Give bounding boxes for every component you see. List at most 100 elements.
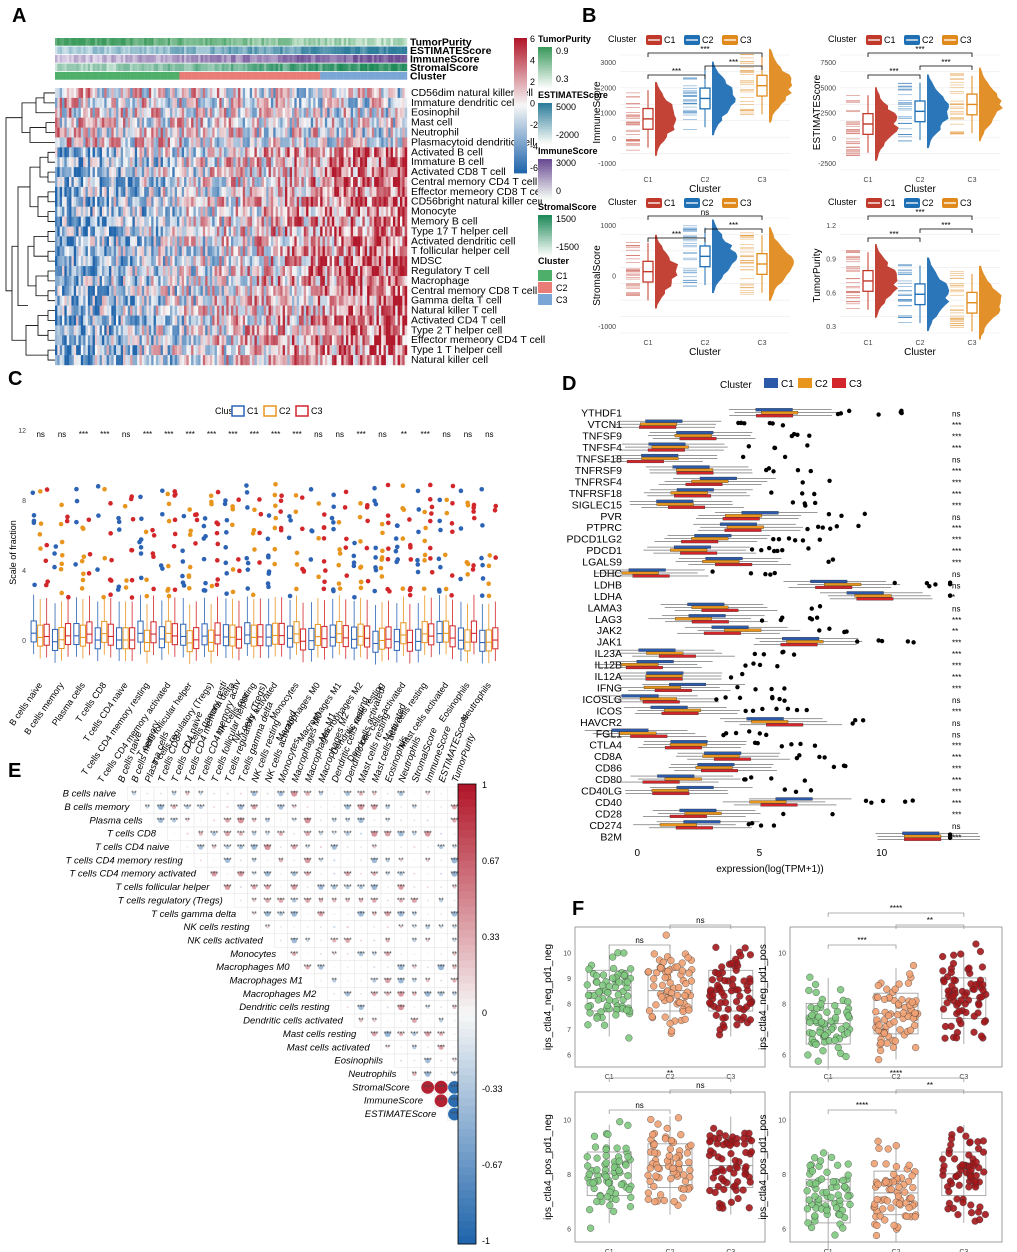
heatmap-cell	[99, 275, 103, 287]
heatmap-cell	[277, 88, 281, 99]
heatmap-cell	[111, 305, 114, 316]
heatmap-cell	[362, 117, 365, 128]
heatmap-cell	[313, 206, 316, 217]
heatmap-cell	[57, 127, 60, 138]
annotation-cell	[62, 72, 65, 80]
heatmap-cell	[160, 305, 164, 316]
heatmap-cell	[294, 315, 297, 326]
annotation-cell	[329, 55, 333, 63]
heatmap-cell	[134, 226, 138, 237]
heatmap-cell	[132, 355, 135, 366]
annotation-cell	[223, 55, 227, 63]
heatmap-cell	[308, 295, 311, 306]
heatmap-cell	[259, 147, 262, 158]
heatmap-cell	[120, 266, 124, 277]
heatmap-cell	[59, 226, 63, 237]
annotation-cell	[292, 63, 295, 72]
heatmap-cell	[162, 167, 166, 178]
heatmap-cell	[303, 325, 307, 336]
annotation-cell	[388, 38, 391, 46]
heatmap-cell	[231, 335, 234, 346]
heatmap-cell	[322, 127, 326, 138]
heatmap-cell	[299, 216, 302, 227]
heatmap-cell	[76, 127, 79, 138]
annotation-cell	[233, 63, 236, 72]
heatmap-cell	[177, 177, 180, 188]
heatmap-cell	[158, 127, 161, 138]
annotation-cell	[273, 38, 276, 46]
annotation-cell	[402, 38, 405, 46]
heatmap-cell	[292, 355, 295, 366]
heatmap-cell	[118, 256, 121, 267]
heatmap-cell	[134, 325, 138, 336]
heatmap-cell	[200, 147, 204, 158]
heatmap-cell	[336, 305, 340, 316]
panel-letter-F: F	[572, 898, 584, 920]
heatmap-cell	[64, 256, 67, 267]
heatmap-cell	[209, 137, 213, 148]
heatmap-cell	[85, 216, 89, 227]
heatmap-cell	[165, 157, 168, 168]
heatmap-cell	[184, 246, 187, 257]
heatmap-cell	[277, 236, 281, 247]
heatmap-cell	[317, 196, 321, 207]
heatmap-cell	[385, 236, 389, 247]
annotation-cell	[301, 72, 304, 80]
heatmap-cell	[390, 206, 394, 217]
heatmap-cell	[378, 325, 382, 336]
heatmap-cell	[221, 147, 225, 158]
heatmap-cell	[303, 147, 307, 158]
annotation-cell	[348, 55, 351, 63]
heatmap-cell	[69, 236, 72, 247]
heatmap-cell	[252, 285, 255, 296]
annotation-cell	[294, 72, 297, 80]
heatmap-cell	[357, 256, 361, 267]
heatmap-cell	[240, 88, 243, 99]
heatmap-cell	[277, 186, 281, 198]
heatmap-cell	[118, 305, 121, 316]
heatmap-cell	[186, 107, 189, 118]
heatmap-cell	[153, 88, 157, 99]
heatmap-cell	[137, 196, 140, 207]
heatmap-cell	[301, 285, 304, 296]
heatmap-cell	[310, 325, 314, 336]
heatmap-cell	[73, 216, 77, 227]
heatmap-cell	[155, 236, 159, 247]
heatmap-cell	[360, 107, 363, 118]
heatmap-cell	[90, 355, 93, 366]
heatmap-cell	[85, 186, 89, 198]
heatmap-cell	[76, 355, 79, 366]
heatmap-cell	[167, 335, 171, 346]
heatmap-cell	[148, 196, 152, 207]
heatmap-cell	[240, 206, 243, 217]
heatmap-cell	[167, 196, 171, 207]
heatmap-cell	[55, 226, 58, 237]
annotation-cell	[219, 55, 222, 63]
annotation-cell	[385, 38, 389, 46]
heatmap-cell	[181, 157, 185, 168]
heatmap-cell	[399, 355, 403, 366]
heatmap-cell	[198, 295, 201, 306]
heatmap-cell	[71, 167, 74, 178]
heatmap-cell	[153, 275, 157, 287]
heatmap-cell	[184, 226, 187, 237]
heatmap-cell	[116, 117, 119, 128]
heatmap-cell	[101, 157, 105, 168]
annotation-cell	[169, 46, 173, 55]
annotation-cell	[371, 46, 375, 55]
heatmap-cell	[155, 266, 159, 277]
heatmap-cell	[116, 167, 119, 178]
heatmap-cell	[92, 275, 96, 287]
heatmap-cell	[247, 305, 250, 316]
heatmap-cell	[329, 137, 333, 148]
heatmap-cell	[331, 88, 335, 99]
annotation-cell	[329, 38, 333, 46]
heatmap-cell	[292, 275, 295, 287]
heatmap-cell	[108, 167, 112, 178]
heatmap-cell	[392, 216, 396, 227]
heatmap-cell	[118, 206, 121, 217]
annotation-cell	[310, 46, 314, 55]
heatmap-cell	[111, 355, 114, 366]
heatmap-cell	[99, 177, 103, 188]
heatmap-cell	[130, 285, 133, 296]
